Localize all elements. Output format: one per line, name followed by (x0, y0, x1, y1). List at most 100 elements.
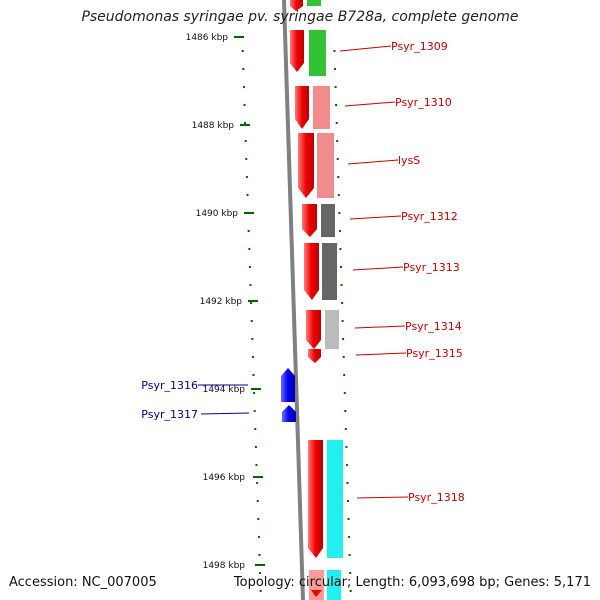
tick-dot (339, 248, 342, 250)
tick-dot (333, 50, 336, 52)
gene-label: Psyr_1314 (405, 320, 462, 333)
gene-label: Psyr_1317 (141, 408, 198, 421)
tick-dot (335, 104, 338, 106)
gene-label: Psyr_1316 (141, 379, 198, 392)
tick-dot (338, 230, 341, 232)
tick-dot (343, 374, 346, 376)
tick-dot (257, 536, 260, 538)
tick-dot (336, 158, 339, 160)
tick-dot (256, 500, 259, 502)
tick-dot (259, 590, 262, 592)
tick-dot (349, 572, 352, 574)
tick-dot (341, 302, 344, 304)
gene-psyr-1313[interactable]: Psyr_1313 (304, 243, 460, 300)
tick-label: 1490 kbp (196, 209, 239, 219)
tick-dot (248, 266, 251, 268)
tick-dot (242, 86, 245, 88)
tick-dot (340, 284, 343, 286)
gene-label: Psyr_1313 (403, 261, 460, 274)
axis-tick: 1486 kbp (186, 33, 244, 43)
tick-dot (348, 536, 351, 538)
tick-dot (244, 140, 247, 142)
tick-dot (346, 482, 349, 484)
tick-dot (253, 392, 256, 394)
tick-dot (243, 104, 246, 106)
gene-partial-bottom (309, 570, 341, 600)
tick-dot (249, 284, 252, 286)
tick-dot (241, 50, 244, 52)
tick-dot (256, 482, 259, 484)
gene-psyr-1316[interactable]: Psyr_1316 (141, 368, 295, 402)
gene-psyr-1309[interactable]: Psyr_1309 (290, 30, 448, 76)
tick-dot (254, 428, 257, 430)
tick-dot (341, 320, 344, 322)
tick-dot (244, 122, 247, 124)
tick-dot (348, 554, 351, 556)
tick-dot (247, 230, 250, 232)
gene-lyss[interactable]: lysS (298, 133, 420, 198)
tick-dot (345, 446, 348, 448)
tick-dot (334, 68, 336, 70)
tick-dot (347, 518, 350, 520)
gene-label: Psyr_1318 (408, 491, 465, 504)
tick-dot (251, 338, 254, 340)
tick-label: 1496 kbp (203, 473, 246, 483)
tick-dot (340, 266, 342, 268)
tick-dot (337, 194, 340, 196)
tick-label: 1488 kbp (192, 121, 235, 131)
tick-dot (254, 446, 257, 448)
tick-dot-columns (241, 50, 352, 592)
tick-dot (338, 212, 341, 214)
gene-label: Psyr_1315 (406, 347, 463, 360)
tick-dot (335, 122, 338, 124)
tick-label: 1492 kbp (200, 297, 243, 307)
tick-label: 1494 kbp (203, 385, 246, 395)
axis-tick: 1494 kbp (203, 385, 261, 395)
gene-label: Psyr_1310 (395, 96, 452, 109)
gene-label: Psyr_1312 (401, 210, 458, 223)
tick-dot (342, 356, 345, 358)
genome-backbone (282, 0, 305, 600)
tick-dot (349, 590, 352, 592)
tick-dot (259, 572, 262, 574)
tick-dot (248, 248, 251, 250)
topology-text: Topology: circular; Length: 6,093,698 bp… (233, 575, 591, 590)
tick-dot (344, 410, 347, 412)
tick-dot (345, 464, 348, 466)
tick-dot (337, 176, 340, 178)
tick-dot (257, 518, 260, 520)
gene-psyr-1317[interactable]: Psyr_1317 (141, 405, 296, 422)
axis-tick: 1490 kbp (196, 209, 254, 219)
axis-tick: 1498 kbp (203, 561, 265, 571)
gene-psyr-1318[interactable]: Psyr_1318 (308, 440, 465, 558)
gene-psyr-1315[interactable]: Psyr_1315 (308, 347, 463, 363)
tick-dot (245, 158, 248, 160)
genome-title: Pseudomonas syringae pv. syringae B728a,… (81, 9, 519, 25)
tick-label: 1498 kbp (203, 561, 246, 571)
gene-psyr-1310[interactable]: Psyr_1310 (295, 86, 452, 129)
tick-dot (246, 194, 249, 196)
tick-dot (250, 302, 253, 304)
gene-psyr-1312[interactable]: Psyr_1312 (302, 204, 458, 237)
tick-dot (334, 86, 337, 88)
tick-dot (253, 410, 256, 412)
tick-dot (250, 320, 253, 322)
accession-text: Accession: NC_007005 (9, 575, 157, 590)
axis-tick: 1492 kbp (200, 297, 258, 307)
tick-dot (245, 176, 248, 178)
tick-dot (342, 338, 345, 340)
tick-dot (347, 500, 349, 502)
tick-dot (255, 464, 258, 466)
tick-dot (251, 356, 254, 358)
axis-tick: 1496 kbp (203, 473, 263, 483)
tick-dot (343, 392, 346, 394)
tick-dot (242, 68, 245, 70)
tick-dot (344, 428, 347, 430)
axis-tick: 1488 kbp (192, 121, 250, 131)
tick-label: 1486 kbp (186, 33, 229, 43)
tick-dot (252, 374, 255, 376)
gene-psyr-1314[interactable]: Psyr_1314 (306, 310, 462, 349)
tick-dot (336, 140, 339, 142)
tick-dot (258, 554, 261, 556)
